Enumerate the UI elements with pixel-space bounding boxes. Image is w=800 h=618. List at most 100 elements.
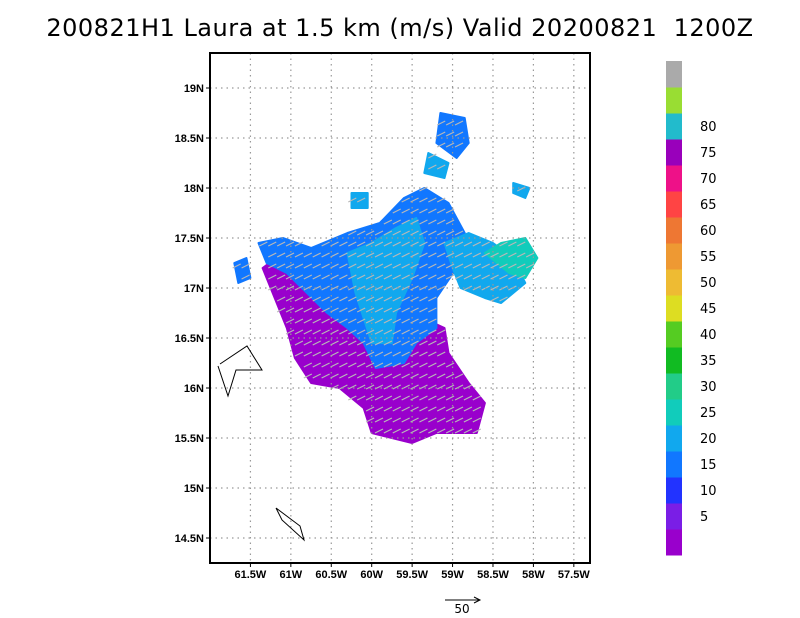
wind-vector — [383, 428, 393, 434]
wind-vector — [428, 406, 437, 412]
wind-vector — [472, 285, 482, 291]
wind-vector — [339, 318, 348, 324]
x-tick-label: 57.5W — [558, 569, 590, 581]
wind-vector — [330, 373, 339, 379]
wind-vector — [463, 274, 473, 280]
wind-vector — [348, 263, 357, 269]
wind-vector — [428, 417, 437, 423]
wind-vector — [419, 384, 428, 390]
colorbar-swatch — [666, 87, 682, 114]
wind-vector — [419, 241, 428, 247]
reference-vector: 50 — [445, 596, 482, 616]
colorbar-swatch — [666, 373, 682, 400]
wind-vector — [410, 417, 419, 423]
wind-vector — [374, 340, 384, 346]
wind-vector — [419, 406, 428, 412]
wind-vector — [392, 307, 402, 313]
wind-vector — [330, 285, 339, 291]
wind-vector — [490, 252, 499, 258]
wind-vector — [365, 230, 375, 236]
wind-vector — [401, 307, 410, 313]
wind-vector — [454, 131, 464, 137]
wind-vector — [410, 428, 419, 434]
wind-vector — [330, 329, 339, 335]
colorbar-label: 35 — [700, 354, 717, 369]
wind-vector — [463, 285, 473, 291]
wind-vector — [508, 285, 517, 291]
wind-vector — [401, 208, 410, 214]
wind-vector — [490, 296, 499, 302]
y-axis: 19N 18.5N 18N 17.5N 17N 16.5N 16N 15.5N 15N 14.5N — [175, 83, 210, 545]
wind-vector — [374, 230, 384, 236]
wind-vector — [419, 329, 428, 335]
wind-vector — [356, 274, 366, 280]
wind-vector — [454, 252, 464, 258]
wind-vector — [410, 395, 419, 401]
wind-vector — [303, 373, 313, 379]
wind-vector — [339, 340, 348, 346]
wind-vector — [303, 362, 313, 368]
wind-vector — [348, 230, 357, 236]
x-tick-label: 59.5W — [396, 569, 428, 581]
wind-vector — [383, 340, 393, 346]
wind-vector — [383, 285, 393, 291]
wind-vector — [436, 274, 446, 280]
wind-vector — [232, 263, 241, 269]
y-tick-label: 15N — [184, 483, 204, 495]
chart-title: 200821H1 Laura at 1.5 km (m/s) Valid 202… — [46, 14, 754, 42]
wind-vector — [481, 263, 490, 269]
colorbar-label: 20 — [700, 432, 717, 447]
wind-vector — [508, 241, 517, 247]
wind-region-25 — [483, 237, 539, 279]
wind-vector — [401, 241, 410, 247]
wind-vector — [454, 428, 464, 434]
wind-vector — [463, 384, 473, 390]
wind-vector — [445, 263, 455, 269]
wind-vector — [348, 252, 357, 258]
wind-vector — [321, 362, 330, 368]
wind-vector — [321, 241, 330, 247]
wind-vector — [445, 252, 455, 258]
wind-vector — [321, 263, 330, 269]
wind-vector — [445, 406, 455, 412]
island-outline — [275, 507, 305, 542]
wind-vector — [401, 428, 410, 434]
wind-vector — [463, 428, 473, 434]
wind-vector — [383, 252, 393, 258]
wind-vector — [436, 340, 446, 346]
wind-vector — [321, 351, 330, 357]
wind-vector — [419, 285, 428, 291]
wind-vector — [454, 263, 464, 269]
wind-vector — [428, 208, 437, 214]
wind-vector — [463, 417, 473, 423]
wind-vector — [517, 274, 526, 280]
x-tick-label: 61.5W — [235, 569, 267, 581]
wind-vector — [356, 263, 366, 269]
y-tick-label: 16.5N — [175, 333, 204, 345]
wind-vector — [454, 142, 464, 148]
wind-vector — [410, 219, 419, 225]
colorbar: 5 10 15 20 25 30 35 40 45 50 55 60 65 70 75 80 — [666, 61, 717, 556]
wind-vector — [267, 252, 277, 258]
wind-vector — [259, 241, 268, 247]
wind-vector — [445, 395, 455, 401]
colorbar-swatch — [666, 425, 682, 452]
wind-vector — [428, 153, 437, 159]
wind-vector — [321, 296, 330, 302]
wind-vector — [392, 296, 402, 302]
wind-vector — [392, 318, 402, 324]
wind-vector — [454, 274, 464, 280]
wind-vector — [339, 241, 348, 247]
wind-vector — [463, 395, 473, 401]
wind-vector — [454, 384, 464, 390]
wind-vector — [285, 285, 295, 291]
wind-vector — [294, 318, 304, 324]
wind-vector — [348, 351, 357, 357]
colorbar-swatch — [666, 165, 682, 192]
wind-vector — [436, 384, 446, 390]
wind-vector — [330, 362, 339, 368]
wind-vector — [330, 340, 339, 346]
colorbar-label: 65 — [700, 198, 717, 213]
wind-vector — [436, 120, 446, 126]
wind-vector — [348, 307, 357, 313]
